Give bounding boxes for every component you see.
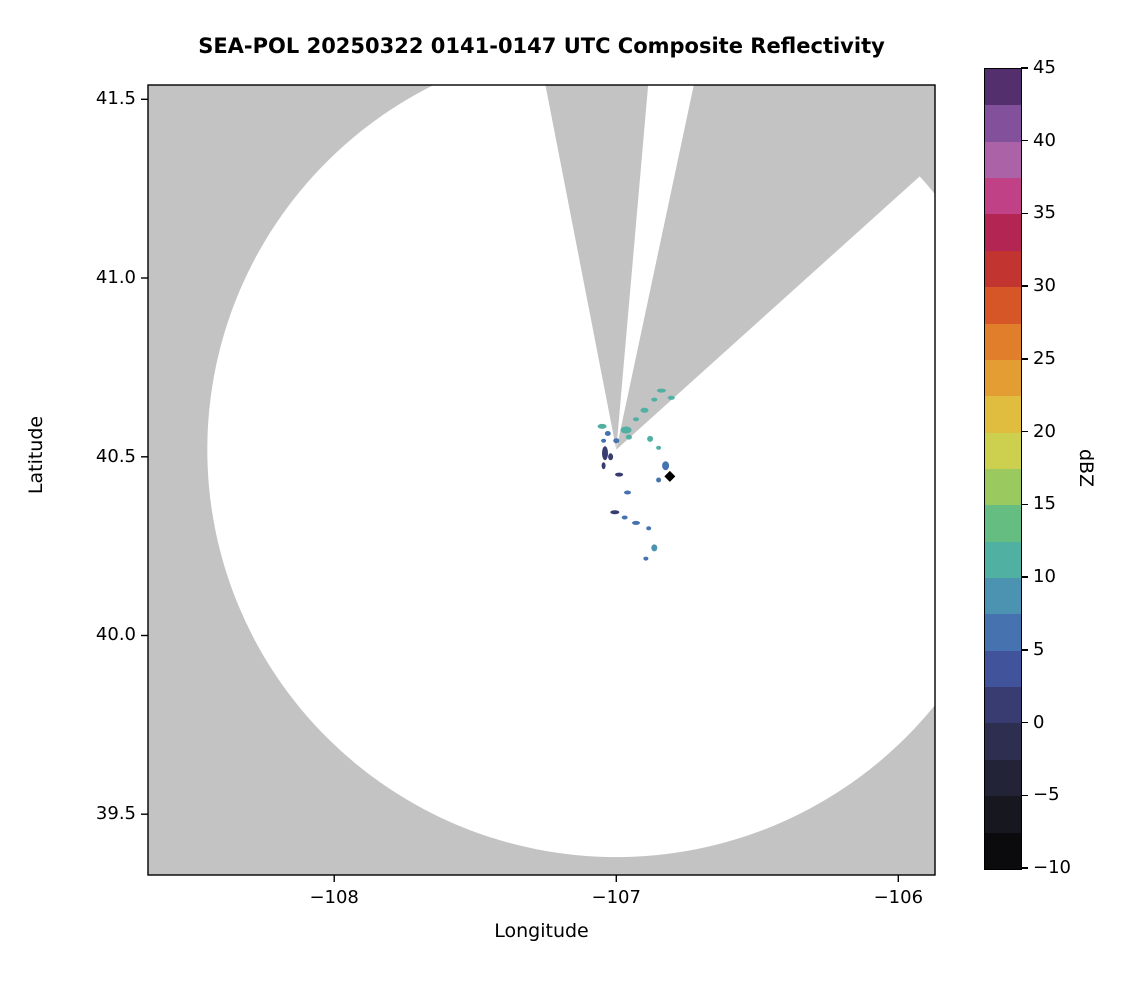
colorbar-segment: [985, 178, 1021, 215]
colorbar-segment: [985, 832, 1021, 869]
echo-point: [656, 445, 662, 450]
colorbar-segment: [985, 359, 1021, 397]
colorbar-segment: [985, 214, 1021, 251]
echo-point: [615, 472, 624, 477]
colorbar-segment: [985, 505, 1021, 542]
colorbar-segment: [985, 687, 1021, 724]
colorbar-segment: [985, 541, 1021, 579]
colorbar-segment: [985, 323, 1021, 360]
plot-interior: [148, 85, 935, 875]
blocked-sector: [616, 85, 935, 450]
echo-point: [610, 510, 620, 515]
colorbar-segment: [985, 141, 1021, 179]
echo-point: [662, 461, 670, 471]
echo-point: [601, 438, 607, 443]
y-axis-label: Latitude: [25, 415, 47, 495]
echo-point: [633, 417, 639, 422]
colorbar-segment: [985, 250, 1021, 288]
colorbar-label: dBZ: [1075, 448, 1097, 488]
echo-point: [604, 431, 611, 436]
echo-point: [651, 544, 658, 552]
echo-point: [613, 438, 620, 444]
echo-point: [651, 397, 658, 402]
colorbar-segment: [985, 759, 1021, 797]
echo-point: [667, 395, 675, 400]
colorbar-segment: [985, 796, 1021, 833]
echo-point: [632, 520, 640, 525]
colorbar-segment: [985, 650, 1021, 688]
chart-title: SEA-POL 20250322 0141-0147 UTC Composite…: [198, 34, 885, 58]
site-marker: [664, 470, 676, 482]
colorbar: [984, 68, 1022, 870]
echo-point: [597, 423, 607, 429]
axes-border: [147, 84, 936, 876]
echo-point: [601, 462, 606, 470]
colorbar-segment: [985, 578, 1021, 615]
echo-point: [656, 477, 662, 483]
echo-point: [621, 515, 628, 520]
colorbar-segment: [985, 723, 1021, 760]
colorbar-segment: [985, 105, 1021, 142]
colorbar-segment: [985, 432, 1021, 469]
colorbar-segment: [985, 396, 1021, 433]
echo-point: [620, 426, 632, 434]
echo-point: [608, 453, 614, 461]
colorbar-segment: [985, 287, 1021, 324]
echo-point: [643, 556, 649, 561]
x-axis-label: Longitude: [494, 920, 589, 942]
colorbar-segment: [985, 69, 1021, 106]
echo-point: [647, 435, 654, 442]
echo-point: [602, 446, 608, 461]
blocked-sector: [545, 85, 649, 450]
colorbar-segment: [985, 468, 1021, 506]
echo-point: [624, 490, 631, 495]
echo-point: [656, 388, 666, 393]
echo-point: [646, 526, 652, 531]
echo-point: [625, 434, 632, 440]
colorbar-segment: [985, 614, 1021, 651]
echo-point: [640, 407, 649, 413]
